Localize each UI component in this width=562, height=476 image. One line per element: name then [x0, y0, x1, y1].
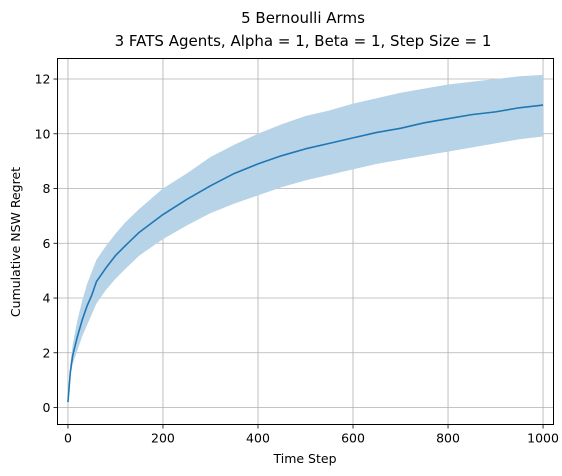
x-tick-label: 0: [64, 431, 72, 446]
y-axis-label: Cumulative NSW Regret: [8, 167, 23, 317]
mean-regret-line: [67, 104, 544, 403]
y-tick-label: 2: [43, 345, 51, 360]
y-tick-label: 6: [43, 236, 51, 251]
confidence-band: [67, 74, 544, 403]
x-tick-label: 1000: [527, 431, 559, 446]
x-axis-ticks: 0 200 400 600 800 1000: [64, 424, 559, 446]
chart-title: 5 Bernoulli Arms: [241, 9, 365, 27]
x-axis-label: Time Step: [272, 451, 336, 466]
y-tick-label: 8: [43, 181, 51, 196]
confidence-band-area: [67, 74, 544, 403]
plot-frame: [57, 58, 554, 425]
x-tick-label: 200: [151, 431, 175, 446]
y-axis-ticks: 0 2 4 6 8 10 12: [35, 72, 58, 415]
x-tick-label: 800: [436, 431, 460, 446]
chart-subtitle: 3 FATS Agents, Alpha = 1, Beta = 1, Step…: [115, 32, 492, 50]
y-tick-label: 0: [43, 400, 51, 415]
mean-line: [67, 104, 544, 403]
y-tick-label: 4: [43, 291, 51, 306]
x-tick-label: 600: [341, 431, 365, 446]
x-tick-label: 400: [246, 431, 270, 446]
y-tick-label: 10: [35, 126, 51, 141]
y-tick-label: 12: [35, 72, 51, 87]
